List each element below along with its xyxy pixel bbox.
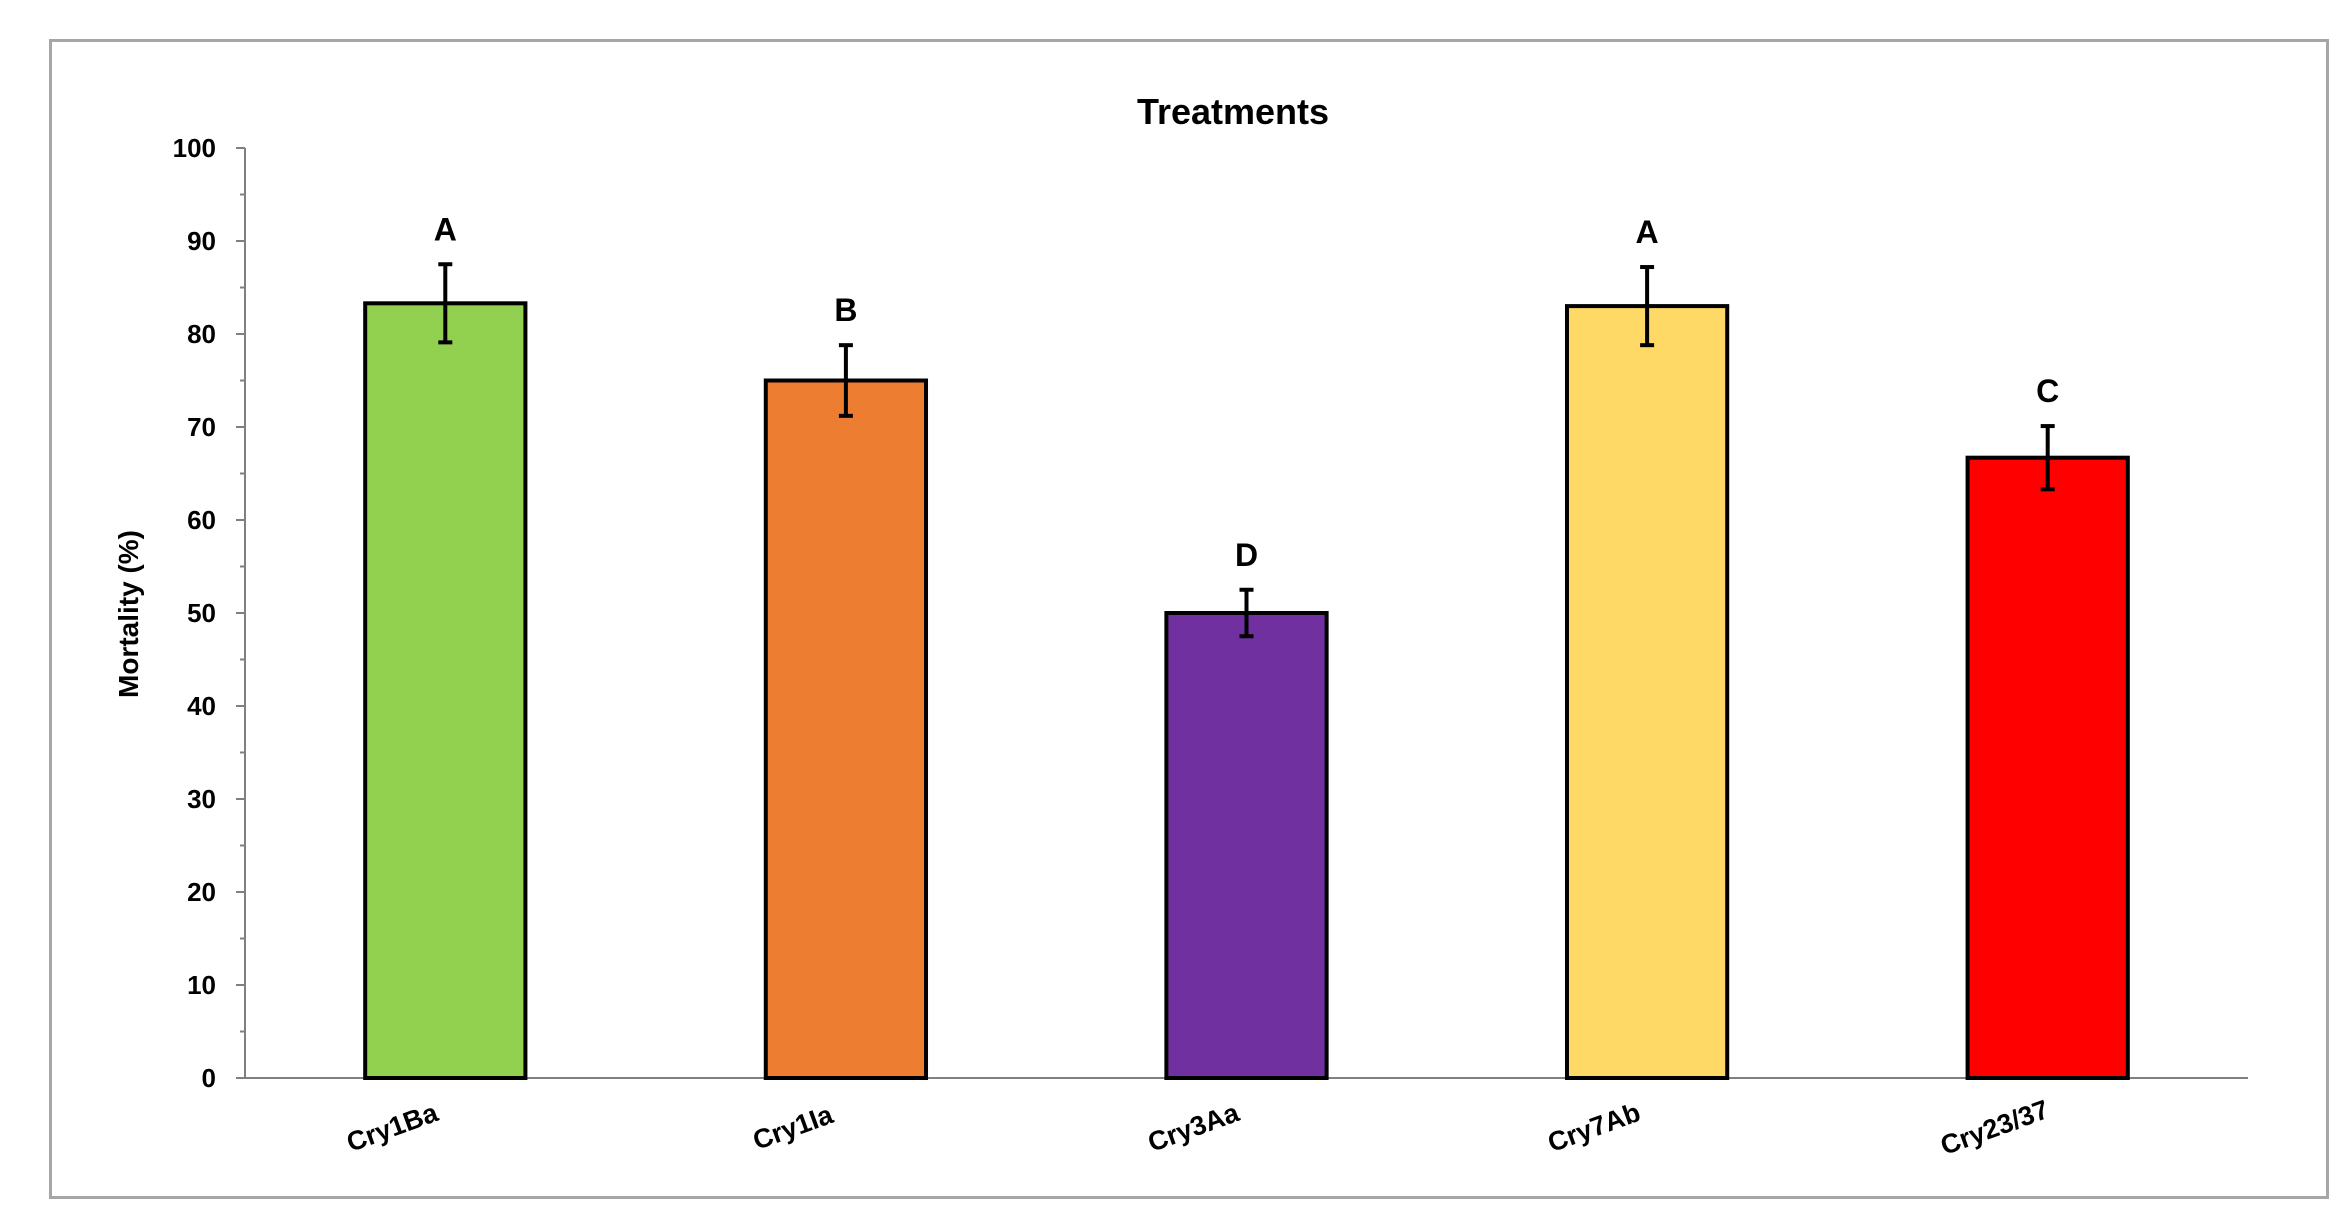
- y-tick-label: 100: [173, 133, 216, 163]
- significance-letter: A: [1636, 214, 1659, 250]
- bar: [363, 301, 528, 1080]
- significance-letter: A: [434, 211, 457, 247]
- bar: [1164, 611, 1329, 1080]
- y-tick-label: 60: [187, 505, 216, 535]
- x-tick-label: Cry1Ia: [749, 1099, 838, 1156]
- y-tick-label: 0: [202, 1063, 216, 1093]
- x-tick-label: Cry7Ab: [1544, 1097, 1645, 1158]
- bars: [363, 262, 2130, 1081]
- y-axis-label: Mortality (%): [113, 530, 144, 698]
- x-tick-label: Cry3Aa: [1144, 1097, 1244, 1158]
- significance-letter: B: [834, 292, 857, 328]
- y-tick-label: 70: [187, 412, 216, 442]
- significance-letter: C: [2036, 373, 2059, 409]
- y-tick-label: 20: [187, 877, 216, 907]
- y-tick-label: 40: [187, 691, 216, 721]
- x-tick-label: Cry1Ba: [343, 1097, 443, 1158]
- bar: [1564, 304, 1730, 1081]
- bar: [1965, 455, 2130, 1080]
- y-tick-label: 30: [187, 784, 216, 814]
- significance-letter: D: [1235, 537, 1258, 573]
- y-tick-label: 50: [187, 598, 216, 628]
- y-tick-label: 90: [187, 226, 216, 256]
- y-tick-label: 10: [187, 970, 216, 1000]
- bar: [763, 378, 929, 1080]
- x-tick-label: Cry23/37: [1937, 1094, 2053, 1161]
- chart-title: Treatments: [1137, 91, 1329, 132]
- y-tick-label: 80: [187, 319, 216, 349]
